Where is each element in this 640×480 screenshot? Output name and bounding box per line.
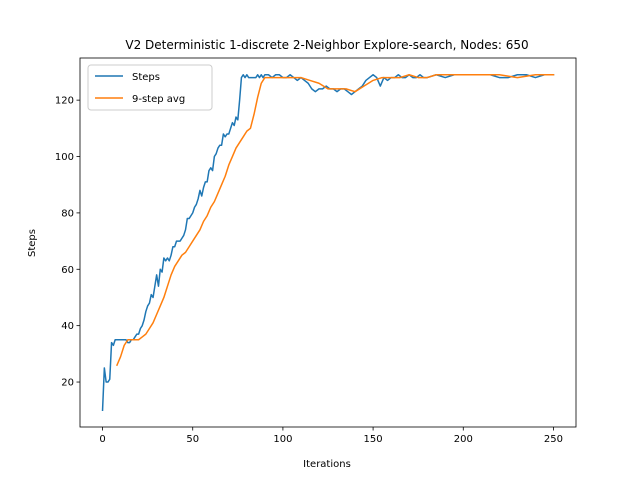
x-tick-label: 200: [454, 434, 473, 445]
x-tick-label: 100: [273, 434, 292, 445]
y-tick-label: 100: [55, 152, 74, 163]
y-tick-label: 80: [61, 208, 74, 219]
plot-frame: [79, 57, 577, 428]
y-tick-label: 20: [61, 378, 74, 389]
legend-label-9-step-avg: 9-step avg: [132, 94, 185, 105]
y-tick-label: 60: [61, 265, 74, 276]
legend: Steps 9-step avg: [87, 64, 213, 111]
y-tick-label: 120: [55, 96, 74, 107]
series-line-9-step-avg: [115, 74, 555, 367]
x-tick-label: 50: [186, 434, 199, 445]
x-tick-label: 150: [364, 434, 383, 445]
x-tick-label: 250: [544, 434, 563, 445]
y-axis-label: Steps: [27, 229, 38, 257]
x-tick-label: 0: [99, 434, 105, 445]
series-line-steps: [101, 74, 555, 412]
chart-title: V2 Deterministic 1-discrete 2-Neighbor E…: [125, 38, 528, 52]
x-axis-label: Iterations: [303, 459, 351, 470]
legend-label-steps: Steps: [132, 72, 160, 83]
y-tick-label: 40: [61, 321, 74, 332]
series-layer: [101, 74, 555, 412]
axes-layer: 0 50 100 150 200 250 20 40 60 80 100 120: [55, 57, 577, 445]
